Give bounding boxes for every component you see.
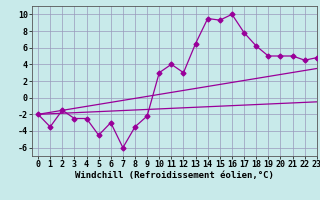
X-axis label: Windchill (Refroidissement éolien,°C): Windchill (Refroidissement éolien,°C) (75, 171, 274, 180)
